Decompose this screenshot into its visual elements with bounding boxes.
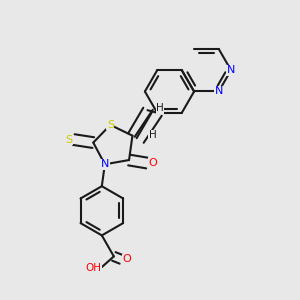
Text: N: N [100,159,109,169]
Text: O: O [122,254,131,264]
Text: OH: OH [85,263,101,273]
Text: H: H [156,103,164,113]
Text: O: O [148,158,157,168]
Text: S: S [107,120,114,130]
Text: N: N [214,86,223,97]
Text: N: N [227,65,235,75]
Text: H: H [149,130,157,140]
Text: S: S [65,135,72,145]
